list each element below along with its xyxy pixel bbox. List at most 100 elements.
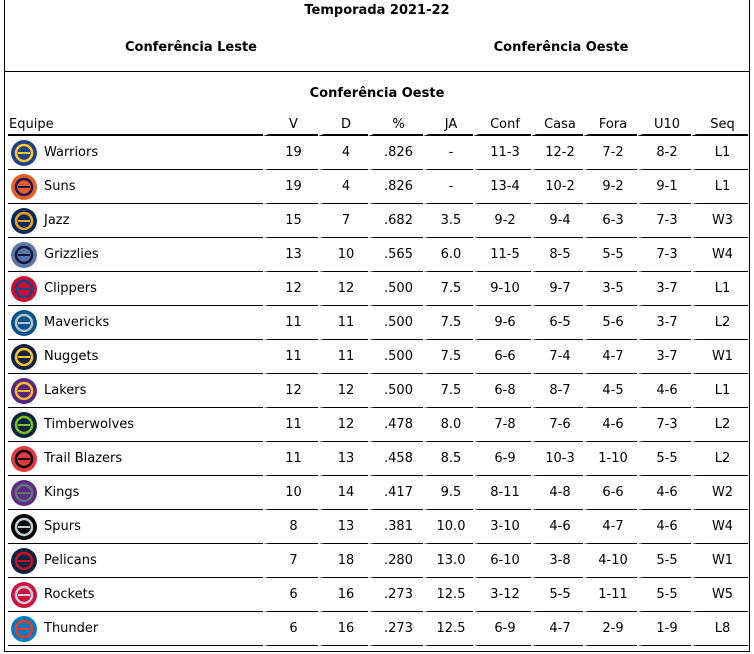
col-header-away: Fora — [583, 114, 637, 136]
team-cell: Mavericks — [8, 306, 263, 340]
pct-cell: .273 — [368, 612, 423, 646]
pct-cell: .682 — [368, 204, 423, 238]
streak-cell: L2 — [691, 442, 748, 476]
losses-cell: 12 — [318, 374, 368, 408]
conference-cell: 13-4 — [473, 170, 531, 204]
away-cell: 1-11 — [583, 578, 637, 612]
team-cell: Grizzlies — [8, 238, 263, 272]
nuggets-logo-icon — [10, 343, 38, 371]
conference-cell: 7-8 — [473, 408, 531, 442]
team-cell: Kings — [8, 476, 263, 510]
conference-cell: 9-10 — [473, 272, 531, 306]
wins-cell: 19 — [263, 136, 318, 170]
conference-cell: 11-3 — [473, 136, 531, 170]
games-behind-cell: 13.0 — [423, 544, 473, 578]
team-cell: Trail Blazers — [8, 442, 263, 476]
table-row: Trail Blazers 11 13.458 8.5 6-9 10-3 1-10 5-5 L2 — [8, 442, 748, 476]
conference-cell: 9-2 — [473, 204, 531, 238]
conference-cell: 3-10 — [473, 510, 531, 544]
games-behind-cell: 9.5 — [423, 476, 473, 510]
conference-cell: 11-5 — [473, 238, 531, 272]
conference-cell: 6-9 — [473, 612, 531, 646]
away-cell: 4-6 — [583, 408, 637, 442]
team-cell: Jazz — [8, 204, 263, 238]
team-name: Grizzlies — [44, 247, 99, 262]
streak-cell: L2 — [691, 408, 748, 442]
wins-cell: 11 — [263, 340, 318, 374]
timberwolves-logo-icon — [10, 411, 38, 439]
header-row: Equipe V D % JA Conf Casa Fora U10 Seq — [8, 114, 748, 136]
table-row: Mavericks 11 11.500 7.5 9-6 6-5 5-6 3-7 L2 — [8, 306, 748, 340]
col-header-team: Equipe — [8, 114, 263, 136]
last10-cell: 7-3 — [637, 204, 691, 238]
kings-logo-icon — [10, 479, 38, 507]
last10-cell: 3-7 — [637, 340, 691, 374]
conference-cell: 6-9 — [473, 442, 531, 476]
lakers-logo-icon — [10, 377, 38, 405]
team-name: Pelicans — [44, 553, 97, 568]
pct-cell: .458 — [368, 442, 423, 476]
wins-cell: 13 — [263, 238, 318, 272]
team-name: Kings — [44, 485, 80, 500]
losses-cell: 14 — [318, 476, 368, 510]
wins-cell: 8 — [263, 510, 318, 544]
streak-cell: W2 — [691, 476, 748, 510]
table-row: Rockets 6 16.273 12.5 3-12 5-5 1-11 5-5 W5 — [8, 578, 748, 612]
table-row: Spurs 8 13.381 10.0 3-10 4-6 4-7 4-6 W4 — [8, 510, 748, 544]
col-header-games-behind: JA — [423, 114, 473, 136]
table-row: Clippers 12 12.500 7.5 9-10 9-7 3-5 3-7 L1 — [8, 272, 748, 306]
losses-cell: 4 — [318, 170, 368, 204]
losses-cell: 13 — [318, 442, 368, 476]
away-cell: 2-9 — [583, 612, 637, 646]
col-header-wins: V — [263, 114, 318, 136]
streak-cell: W4 — [691, 510, 748, 544]
losses-cell: 7 — [318, 204, 368, 238]
table-row: Thunder 6 16.273 12.5 6-9 4-7 2-9 1-9 L8 — [8, 612, 748, 646]
table-row: Nuggets 11 11.500 7.5 6-6 7-4 4-7 3-7 W1 — [8, 340, 748, 374]
home-cell: 4-8 — [531, 476, 583, 510]
table-row: Timberwolves 11 12.478 8.0 7-8 7-6 4-6 7-3 L2 — [8, 408, 748, 442]
wins-cell: 19 — [263, 170, 318, 204]
col-header-last10: U10 — [637, 114, 691, 136]
games-behind-cell: 8.5 — [423, 442, 473, 476]
away-cell: 3-5 — [583, 272, 637, 306]
wins-cell: 12 — [263, 272, 318, 306]
team-name: Lakers — [44, 383, 87, 398]
streak-cell: L8 — [691, 612, 748, 646]
away-cell: 9-2 — [583, 170, 637, 204]
team-cell: Rockets — [8, 578, 263, 612]
last10-cell: 7-3 — [637, 238, 691, 272]
col-header-streak: Seq — [691, 114, 748, 136]
tab-east-conference[interactable]: Conferência Leste — [124, 40, 257, 55]
last10-cell: 5-5 — [637, 442, 691, 476]
col-header-pct: % — [368, 114, 423, 136]
pct-cell: .273 — [368, 578, 423, 612]
streak-cell: L1 — [691, 136, 748, 170]
tab-west-conference[interactable]: Conferência Oeste — [493, 40, 629, 55]
conference-cell: 6-6 — [473, 340, 531, 374]
home-cell: 5-5 — [531, 578, 583, 612]
last10-cell: 4-6 — [637, 510, 691, 544]
home-cell: 10-3 — [531, 442, 583, 476]
home-cell: 10-2 — [531, 170, 583, 204]
away-cell: 6-3 — [583, 204, 637, 238]
home-cell: 3-8 — [531, 544, 583, 578]
team-cell: Spurs — [8, 510, 263, 544]
losses-cell: 11 — [318, 340, 368, 374]
team-name: Mavericks — [44, 315, 110, 330]
team-name: Spurs — [44, 519, 81, 534]
home-cell: 8-7 — [531, 374, 583, 408]
games-behind-cell: 3.5 — [423, 204, 473, 238]
streak-cell: W5 — [691, 578, 748, 612]
team-cell: Timberwolves — [8, 408, 263, 442]
games-behind-cell: - — [423, 170, 473, 204]
away-cell: 7-2 — [583, 136, 637, 170]
table-row: Pelicans 7 18.280 13.0 6-10 3-8 4-10 5-5 W1 — [8, 544, 748, 578]
wins-cell: 12 — [263, 374, 318, 408]
away-cell: 4-7 — [583, 340, 637, 374]
table-row: Jazz 15 7.682 3.5 9-2 9-4 6-3 7-3 W3 — [8, 204, 748, 238]
streak-cell: L1 — [691, 272, 748, 306]
tabs-divider — [5, 71, 749, 72]
losses-cell: 18 — [318, 544, 368, 578]
away-cell: 1-10 — [583, 442, 637, 476]
